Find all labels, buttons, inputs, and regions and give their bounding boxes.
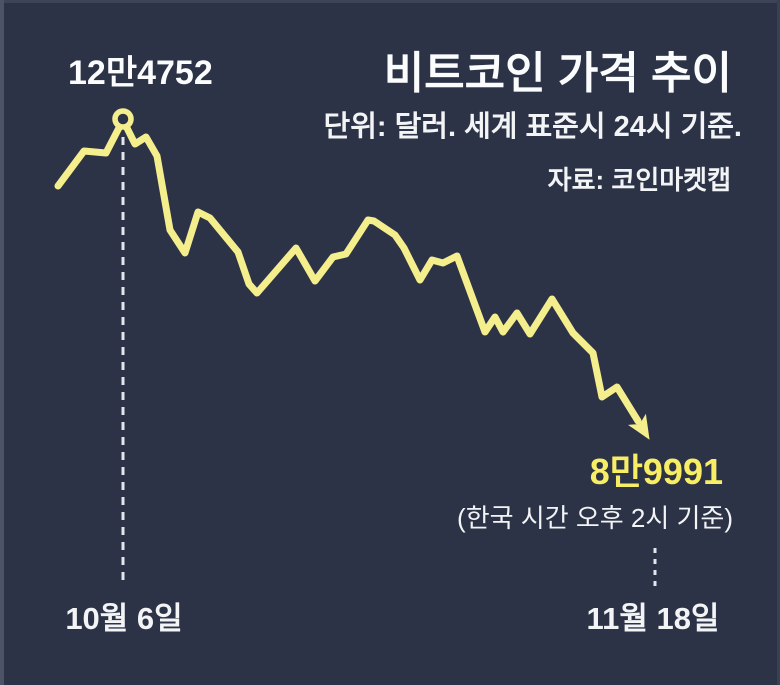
end-date-label: 11월 18일 (586, 601, 720, 636)
peak-value-label: 12만4752 (68, 54, 213, 92)
peak-marker (112, 108, 134, 130)
right-edge-border (777, 0, 780, 685)
price-line (54, 116, 650, 440)
end-value-label: 8만9991 (589, 451, 723, 492)
top-edge-border (0, 0, 780, 3)
peak-date-label: 10월 6일 (65, 601, 183, 636)
chart-title: 비트코인 가격 추이 (383, 49, 732, 98)
left-edge-border (0, 0, 4, 685)
end-time-note: (한국 시간 오후 2시 기준) (457, 503, 733, 533)
chart-unit-note: 단위: 달러. 세계 표준시 24시 기준. (323, 111, 742, 143)
chart-source: 자료: 코인마켓캡 (547, 165, 731, 195)
